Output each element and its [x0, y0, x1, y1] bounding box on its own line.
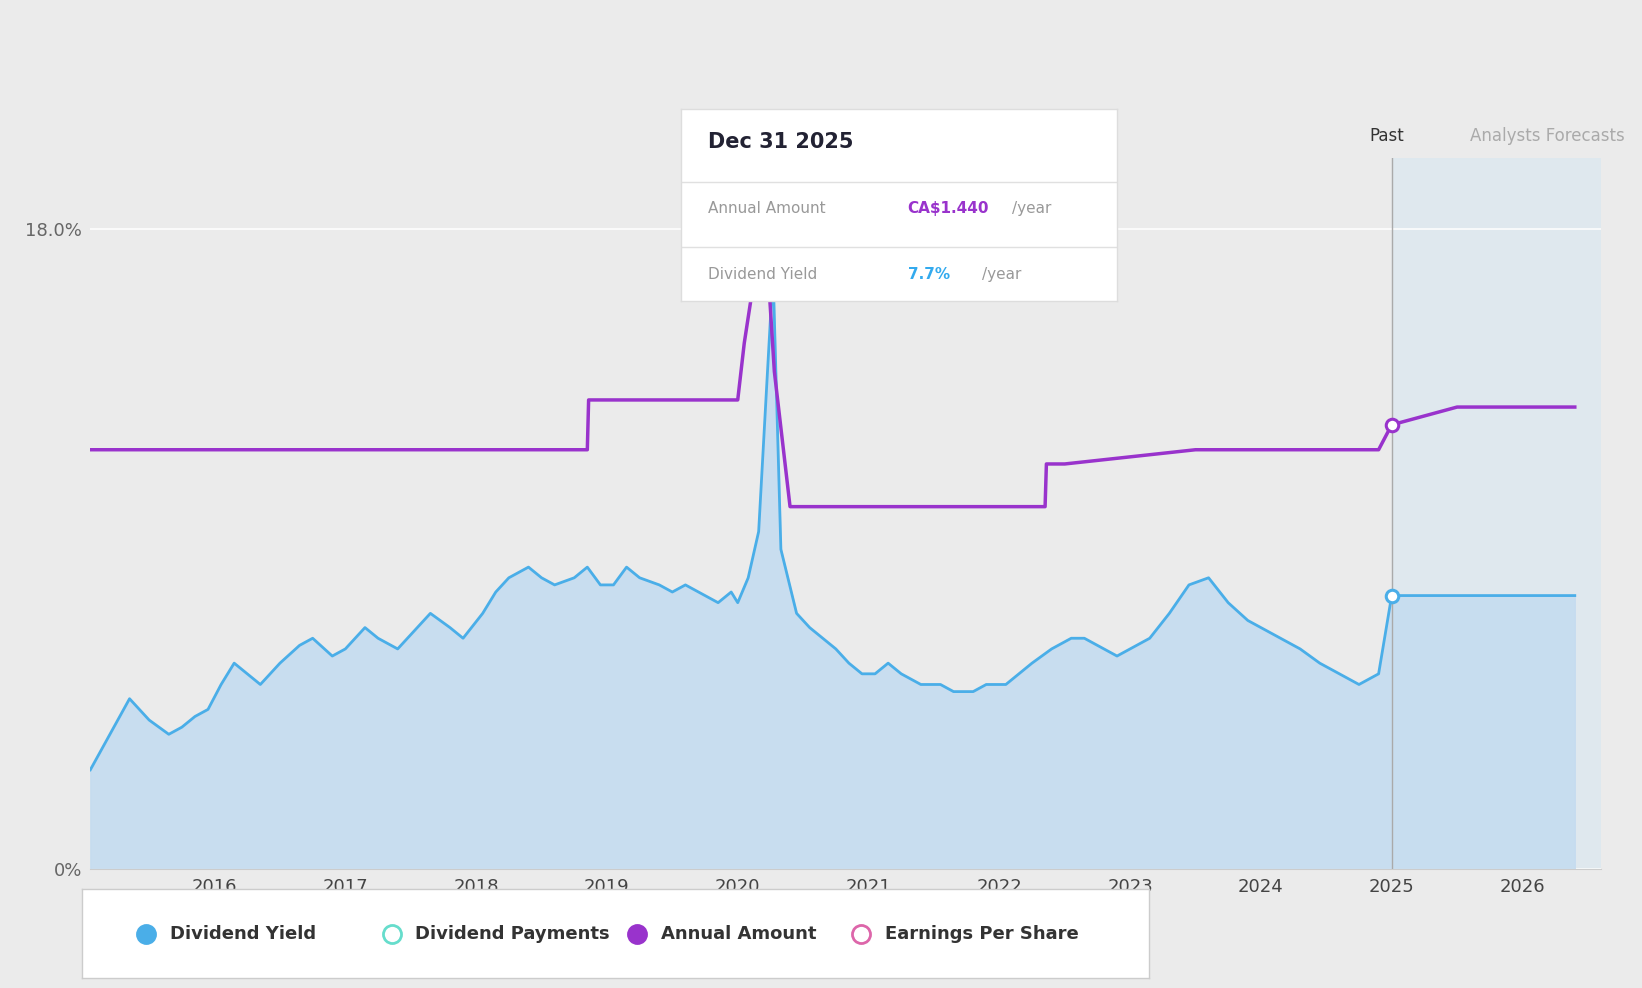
Text: Past: Past [1369, 127, 1404, 145]
Text: Annual Amount: Annual Amount [708, 202, 826, 216]
Text: Analysts Forecasts: Analysts Forecasts [1470, 127, 1624, 145]
Text: 7.7%: 7.7% [908, 267, 949, 282]
Text: /year: /year [982, 267, 1021, 282]
Text: Dividend Yield: Dividend Yield [708, 267, 816, 282]
Text: Dividend Payments: Dividend Payments [415, 925, 609, 943]
Text: /year: /year [1011, 202, 1051, 216]
Text: CA$1.440: CA$1.440 [908, 202, 988, 216]
Text: Earnings Per Share: Earnings Per Share [885, 925, 1079, 943]
Text: Annual Amount: Annual Amount [660, 925, 816, 943]
Text: Dividend Yield: Dividend Yield [169, 925, 315, 943]
Bar [1392, 158, 1601, 869]
Text: Dec 31 2025: Dec 31 2025 [708, 131, 854, 152]
